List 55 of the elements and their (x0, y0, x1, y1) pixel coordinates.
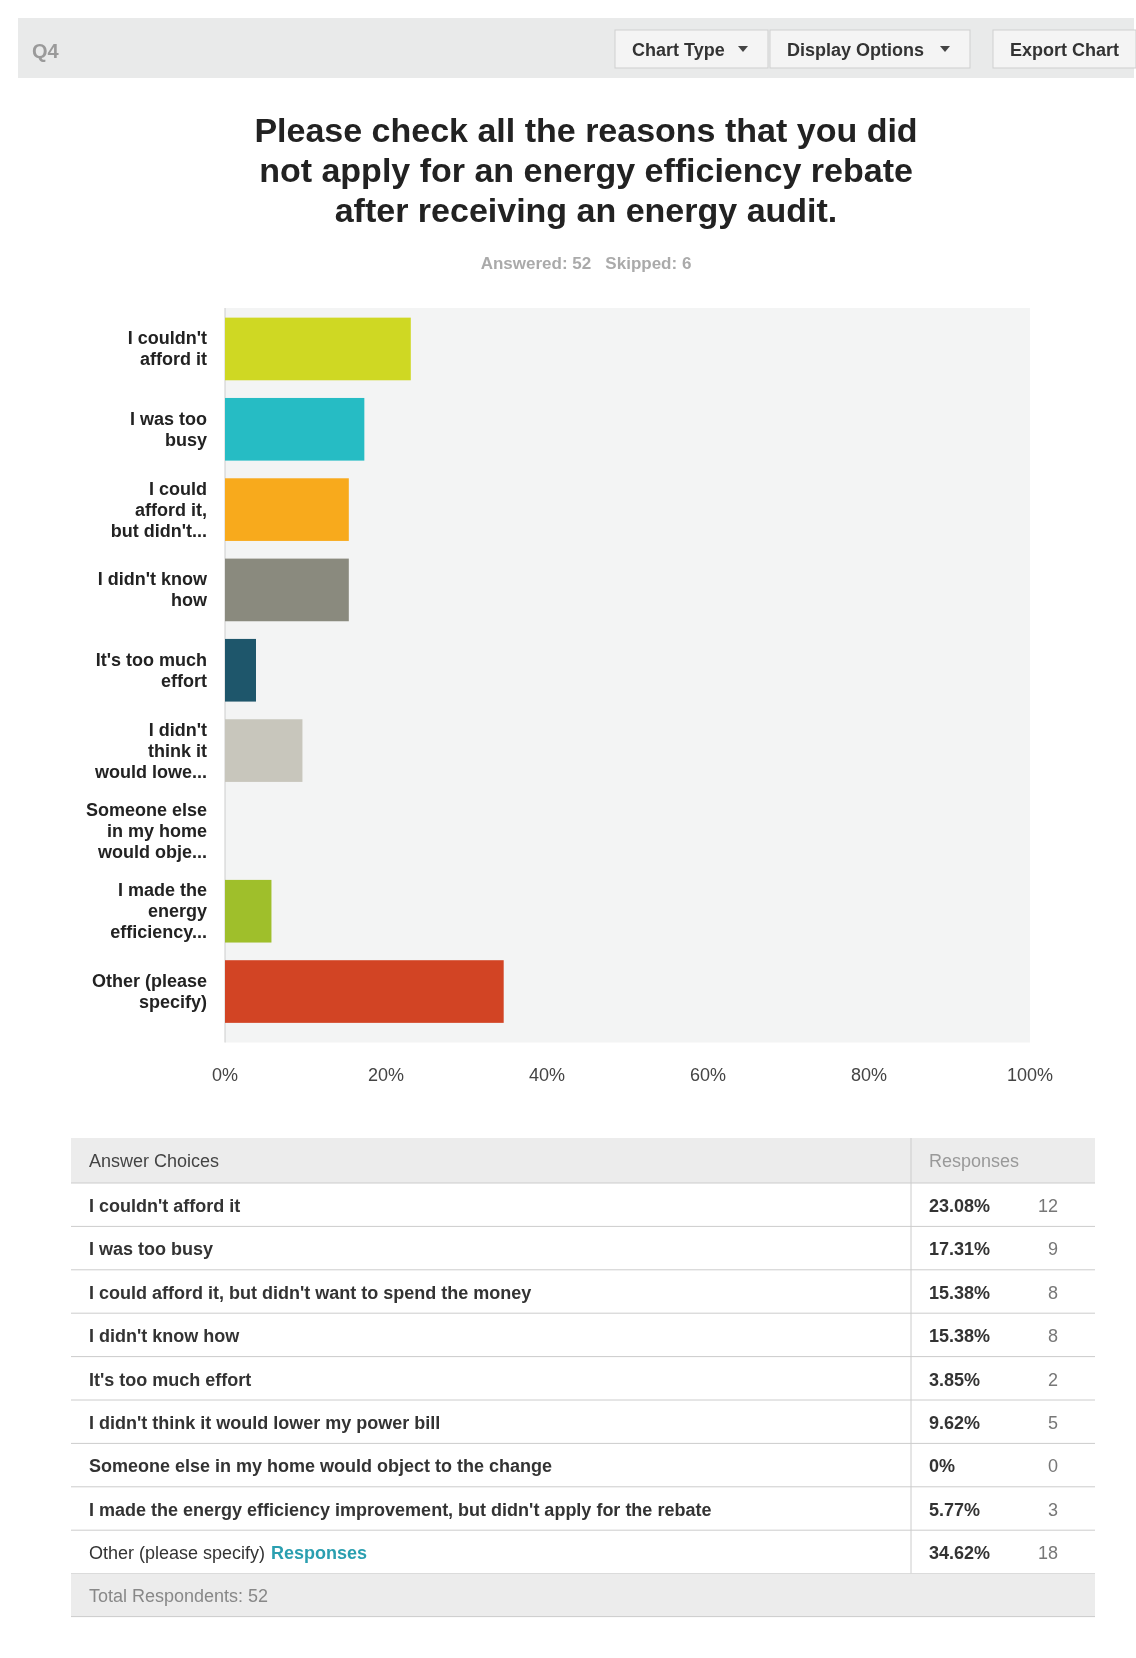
text: 23.08% (929, 1196, 991, 1216)
text: 15.38% (929, 1282, 991, 1303)
bar (225, 478, 349, 541)
text: Answer Choices (89, 1151, 220, 1171)
x-tick-label: 100% (1006, 1065, 1054, 1085)
text: 3.85% (929, 1369, 981, 1390)
data-label: 12 (1037, 1196, 1058, 1216)
text: Responses (271, 1543, 368, 1564)
bar (225, 638, 256, 702)
text: Responses (929, 1151, 1020, 1171)
chart-title: Please check all the reasons that you did not apply for an energy efficiency rebate after receiving an energy audit. (254, 111, 918, 229)
bar (225, 719, 303, 782)
text: Export Chart (1009, 40, 1120, 60)
y-tick-label: I couldn't afford it (127, 328, 207, 370)
category-label: Someone else in my home would object to the change (89, 1456, 553, 1477)
bar (225, 960, 504, 1023)
y-tick-label: I made the energy efficiency... (110, 880, 207, 943)
category-label: I could afford it, but didn't want to spend the money (89, 1282, 532, 1303)
data-label: 18 (1037, 1543, 1058, 1564)
text: 17.31% (929, 1239, 991, 1260)
text: Total Respondents: 52 (89, 1585, 269, 1606)
x-tick-label: 60% (689, 1065, 727, 1085)
chart-subtitle: Answered: 52 Skipped: 6 (480, 254, 692, 273)
y-tick-label: Someone else in my home would obje... (85, 799, 207, 862)
x-tick-label: 80% (850, 1065, 888, 1085)
text: 5.77% (929, 1499, 981, 1520)
y-tick-label: I didn't think it would lowe... (94, 719, 207, 782)
data-label: 0 (1047, 1456, 1058, 1477)
bar (225, 397, 365, 461)
data-label: 8 (1047, 1282, 1058, 1303)
y-tick-label: I was too busy (129, 408, 207, 450)
category-label: I made the energy efficiency improvement, but didn't apply for the rebate (89, 1499, 712, 1520)
bar (225, 879, 272, 943)
text: Q4 (32, 40, 60, 62)
text: 0% (929, 1456, 956, 1477)
x-tick-label: 20% (367, 1065, 405, 1085)
bar (225, 558, 349, 622)
text: 34.62% (929, 1543, 991, 1564)
text: 9.62% (929, 1413, 981, 1433)
text: Display Options (787, 40, 925, 60)
x-tick-label: 0% (211, 1065, 239, 1085)
data-label: 9 (1047, 1239, 1058, 1260)
text: Chart Type (632, 40, 725, 60)
y-tick-label: Other (please specify) (91, 971, 207, 1013)
text: 15.38% (929, 1326, 991, 1347)
bar (225, 317, 411, 381)
data-label: 3 (1047, 1499, 1058, 1520)
category-label: I didn't think it would lower my power bill (89, 1413, 441, 1433)
x-tick-label: 40% (528, 1065, 566, 1085)
data-label: 2 (1047, 1369, 1058, 1390)
y-tick-label: I could afford it, but didn't... (110, 478, 207, 541)
data-label: 8 (1047, 1326, 1058, 1347)
data-label: 5 (1047, 1413, 1058, 1433)
y-tick-label: I didn't know how (97, 569, 208, 611)
y-tick-label: It's too much effort (95, 649, 207, 691)
